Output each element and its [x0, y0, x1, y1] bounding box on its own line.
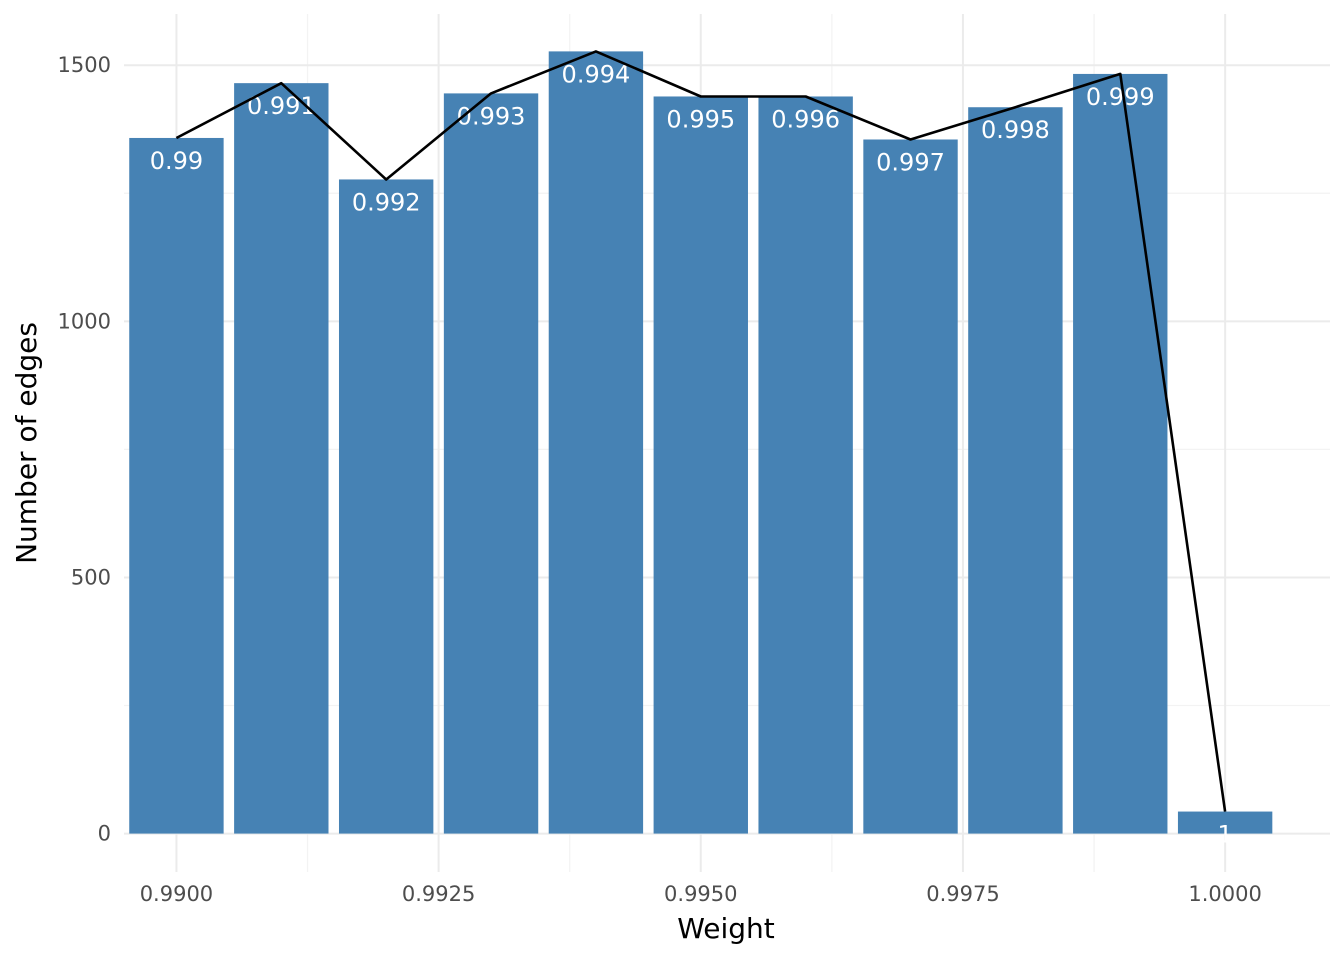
x-axis-ticks: 0.9900 0.9925 0.9950 0.9975 1.0000 — [140, 882, 1262, 906]
y-tick-label: 1000 — [58, 309, 111, 333]
bar-value-label: 0.995 — [666, 105, 735, 133]
bar — [129, 137, 224, 834]
bar-labels: 0.99 0.991 0.992 0.993 0.994 0.995 0.996 0.997 0… — [150, 60, 1233, 848]
y-tick-label: 500 — [71, 565, 111, 589]
bar-value-label: 0.992 — [352, 188, 421, 216]
trend-line — [175, 50, 1227, 812]
bar-value-label: 1 — [1217, 821, 1232, 849]
bar — [653, 96, 748, 834]
y-axis-ticks: 0 500 1000 1500 — [58, 53, 111, 845]
bar-value-label: 0.998 — [981, 116, 1050, 144]
y-tick-label: 1500 — [58, 53, 111, 77]
bar-value-label: 0.99 — [150, 147, 203, 175]
x-axis-title: Weight — [677, 912, 775, 945]
bar — [758, 96, 853, 834]
x-tick-label: 0.9950 — [664, 882, 737, 906]
bars — [129, 51, 1273, 834]
x-tick-label: 1.0000 — [1188, 882, 1261, 906]
y-tick-label: 0 — [98, 822, 111, 846]
bar-value-label: 0.994 — [562, 60, 631, 88]
bar — [338, 179, 434, 834]
bar-value-label: 0.999 — [1086, 83, 1155, 111]
bar — [1073, 73, 1168, 834]
bar-value-label: 0.996 — [771, 105, 840, 133]
bar — [863, 139, 958, 834]
bar-value-label: 0.993 — [457, 102, 526, 130]
bar-value-label: 0.991 — [247, 92, 316, 120]
x-tick-label: 0.9925 — [402, 882, 475, 906]
y-axis-title: Number of edges — [10, 322, 43, 564]
bar — [968, 107, 1063, 834]
trend-line-group — [175, 50, 1227, 812]
x-tick-label: 0.9900 — [140, 882, 213, 906]
bar — [234, 83, 329, 834]
bar-value-label: 0.997 — [876, 148, 945, 176]
bar — [443, 93, 539, 834]
bar — [1177, 811, 1273, 834]
bar — [548, 51, 644, 834]
x-tick-label: 0.9975 — [926, 882, 999, 906]
